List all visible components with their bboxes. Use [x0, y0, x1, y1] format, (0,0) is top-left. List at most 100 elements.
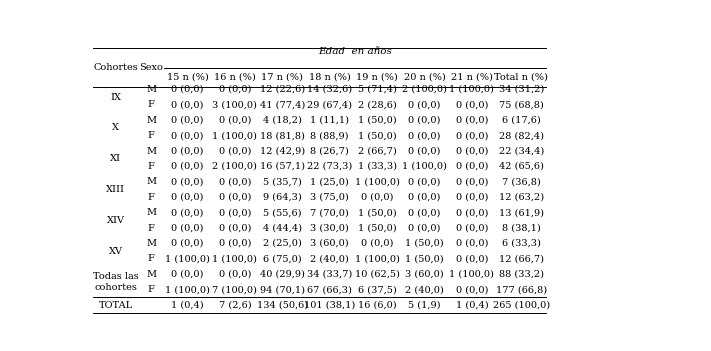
- Text: 0 (0,0): 0 (0,0): [456, 193, 488, 202]
- Text: 2 (25,0): 2 (25,0): [263, 239, 301, 248]
- Text: 0 (0,0): 0 (0,0): [456, 116, 488, 125]
- Text: 1 (100,0): 1 (100,0): [449, 85, 494, 94]
- Text: 8 (88,9): 8 (88,9): [311, 131, 349, 140]
- Text: 7 (36,8): 7 (36,8): [502, 177, 541, 186]
- Text: 0 (0,0): 0 (0,0): [408, 177, 441, 186]
- Text: 16 (6,0): 16 (6,0): [358, 300, 396, 310]
- Text: 0 (0,0): 0 (0,0): [219, 116, 251, 125]
- Text: 21 n (%): 21 n (%): [451, 73, 493, 82]
- Text: 88 (33,2): 88 (33,2): [499, 270, 544, 279]
- Text: 1 (100,0): 1 (100,0): [355, 177, 400, 186]
- Text: 8 (26,7): 8 (26,7): [310, 146, 349, 155]
- Text: 5 (1,9): 5 (1,9): [408, 300, 441, 310]
- Text: 16 (57,1): 16 (57,1): [260, 162, 305, 171]
- Text: 0 (0,0): 0 (0,0): [219, 270, 251, 279]
- Text: 1 (50,0): 1 (50,0): [405, 239, 444, 248]
- Text: XIII: XIII: [107, 185, 125, 194]
- Text: M: M: [146, 239, 156, 248]
- Text: 22 (34,4): 22 (34,4): [499, 146, 544, 155]
- Text: 0 (0,0): 0 (0,0): [219, 193, 251, 202]
- Text: 9 (64,3): 9 (64,3): [263, 193, 301, 202]
- Text: 16 n (%): 16 n (%): [214, 73, 256, 82]
- Text: 0 (0,0): 0 (0,0): [219, 224, 251, 233]
- Text: 1 (0,4): 1 (0,4): [171, 300, 204, 310]
- Text: 0 (0,0): 0 (0,0): [171, 224, 203, 233]
- Text: 0 (0,0): 0 (0,0): [456, 162, 488, 171]
- Text: 0 (0,0): 0 (0,0): [456, 254, 488, 263]
- Text: 5 (71,4): 5 (71,4): [358, 85, 397, 94]
- Text: 2 (100,0): 2 (100,0): [402, 85, 447, 94]
- Text: 28 (82,4): 28 (82,4): [499, 131, 544, 140]
- Text: 0 (0,0): 0 (0,0): [171, 239, 203, 248]
- Text: 5 (55,6): 5 (55,6): [263, 208, 301, 217]
- Text: 14 (32,6): 14 (32,6): [307, 85, 352, 94]
- Text: M: M: [146, 85, 156, 94]
- Text: 6 (17,6): 6 (17,6): [502, 116, 541, 125]
- Text: 0 (0,0): 0 (0,0): [408, 193, 441, 202]
- Text: 134 (50,6): 134 (50,6): [257, 300, 308, 310]
- Text: 3 (75,0): 3 (75,0): [310, 193, 349, 202]
- Text: 12 (66,7): 12 (66,7): [499, 254, 544, 263]
- Text: F: F: [148, 254, 154, 263]
- Text: 1 (50,0): 1 (50,0): [405, 254, 444, 263]
- Text: 0 (0,0): 0 (0,0): [171, 85, 203, 94]
- Text: 0 (0,0): 0 (0,0): [219, 146, 251, 155]
- Text: 0 (0,0): 0 (0,0): [171, 208, 203, 217]
- Text: 2 (40,0): 2 (40,0): [310, 254, 349, 263]
- Text: 15 n (%): 15 n (%): [166, 73, 208, 82]
- Text: 5 (35,7): 5 (35,7): [263, 177, 301, 186]
- Text: 34 (33,7): 34 (33,7): [307, 270, 352, 279]
- Text: 1 (50,0): 1 (50,0): [358, 208, 396, 217]
- Text: 1 (100,0): 1 (100,0): [213, 131, 257, 140]
- Text: 18 n (%): 18 n (%): [309, 73, 351, 82]
- Text: 20 n (%): 20 n (%): [404, 73, 445, 82]
- Text: X: X: [112, 124, 119, 132]
- Text: 12 (42,9): 12 (42,9): [260, 146, 305, 155]
- Text: 0 (0,0): 0 (0,0): [171, 193, 203, 202]
- Text: 0 (0,0): 0 (0,0): [456, 239, 488, 248]
- Text: 0 (0,0): 0 (0,0): [408, 131, 441, 140]
- Text: 0 (0,0): 0 (0,0): [171, 146, 203, 155]
- Text: TOTAL: TOTAL: [99, 300, 133, 310]
- Text: Todas las
cohortes: Todas las cohortes: [93, 272, 139, 292]
- Text: 1 (11,1): 1 (11,1): [310, 116, 349, 125]
- Text: 29 (67,4): 29 (67,4): [307, 100, 352, 109]
- Text: XV: XV: [109, 247, 123, 256]
- Text: 1 (100,0): 1 (100,0): [449, 270, 494, 279]
- Text: 0 (0,0): 0 (0,0): [456, 208, 488, 217]
- Text: M: M: [146, 208, 156, 217]
- Text: 0 (0,0): 0 (0,0): [171, 177, 203, 186]
- Text: 34 (31,2): 34 (31,2): [499, 85, 544, 94]
- Text: F: F: [148, 131, 154, 140]
- Text: 2 (66,7): 2 (66,7): [358, 146, 397, 155]
- Text: 0 (0,0): 0 (0,0): [171, 270, 203, 279]
- Text: 10 (62,5): 10 (62,5): [355, 270, 400, 279]
- Text: 17 n (%): 17 n (%): [262, 73, 303, 82]
- Text: 0 (0,0): 0 (0,0): [171, 100, 203, 109]
- Text: 94 (70,1): 94 (70,1): [260, 285, 305, 294]
- Text: 1 (100,0): 1 (100,0): [165, 285, 210, 294]
- Text: 6 (33,3): 6 (33,3): [502, 239, 541, 248]
- Text: 1 (25,0): 1 (25,0): [310, 177, 349, 186]
- Text: 2 (40,0): 2 (40,0): [405, 285, 444, 294]
- Text: 1 (33,3): 1 (33,3): [358, 162, 397, 171]
- Text: 0 (0,0): 0 (0,0): [456, 177, 488, 186]
- Text: M: M: [146, 270, 156, 279]
- Text: 75 (68,8): 75 (68,8): [499, 100, 544, 109]
- Text: 0 (0,0): 0 (0,0): [171, 131, 203, 140]
- Text: M: M: [146, 116, 156, 125]
- Text: M: M: [146, 146, 156, 155]
- Text: 40 (29,9): 40 (29,9): [260, 270, 305, 279]
- Text: Cohortes: Cohortes: [94, 62, 138, 72]
- Text: 3 (30,0): 3 (30,0): [310, 224, 349, 233]
- Text: F: F: [148, 193, 154, 202]
- Text: 3 (60,0): 3 (60,0): [405, 270, 444, 279]
- Text: 1 (50,0): 1 (50,0): [358, 116, 396, 125]
- Text: 0 (0,0): 0 (0,0): [456, 224, 488, 233]
- Text: 0 (0,0): 0 (0,0): [408, 224, 441, 233]
- Text: Sexo: Sexo: [139, 62, 163, 72]
- Text: 0 (0,0): 0 (0,0): [456, 285, 488, 294]
- Text: 7 (100,0): 7 (100,0): [213, 285, 257, 294]
- Text: 0 (0,0): 0 (0,0): [456, 100, 488, 109]
- Text: 12 (22,6): 12 (22,6): [260, 85, 305, 94]
